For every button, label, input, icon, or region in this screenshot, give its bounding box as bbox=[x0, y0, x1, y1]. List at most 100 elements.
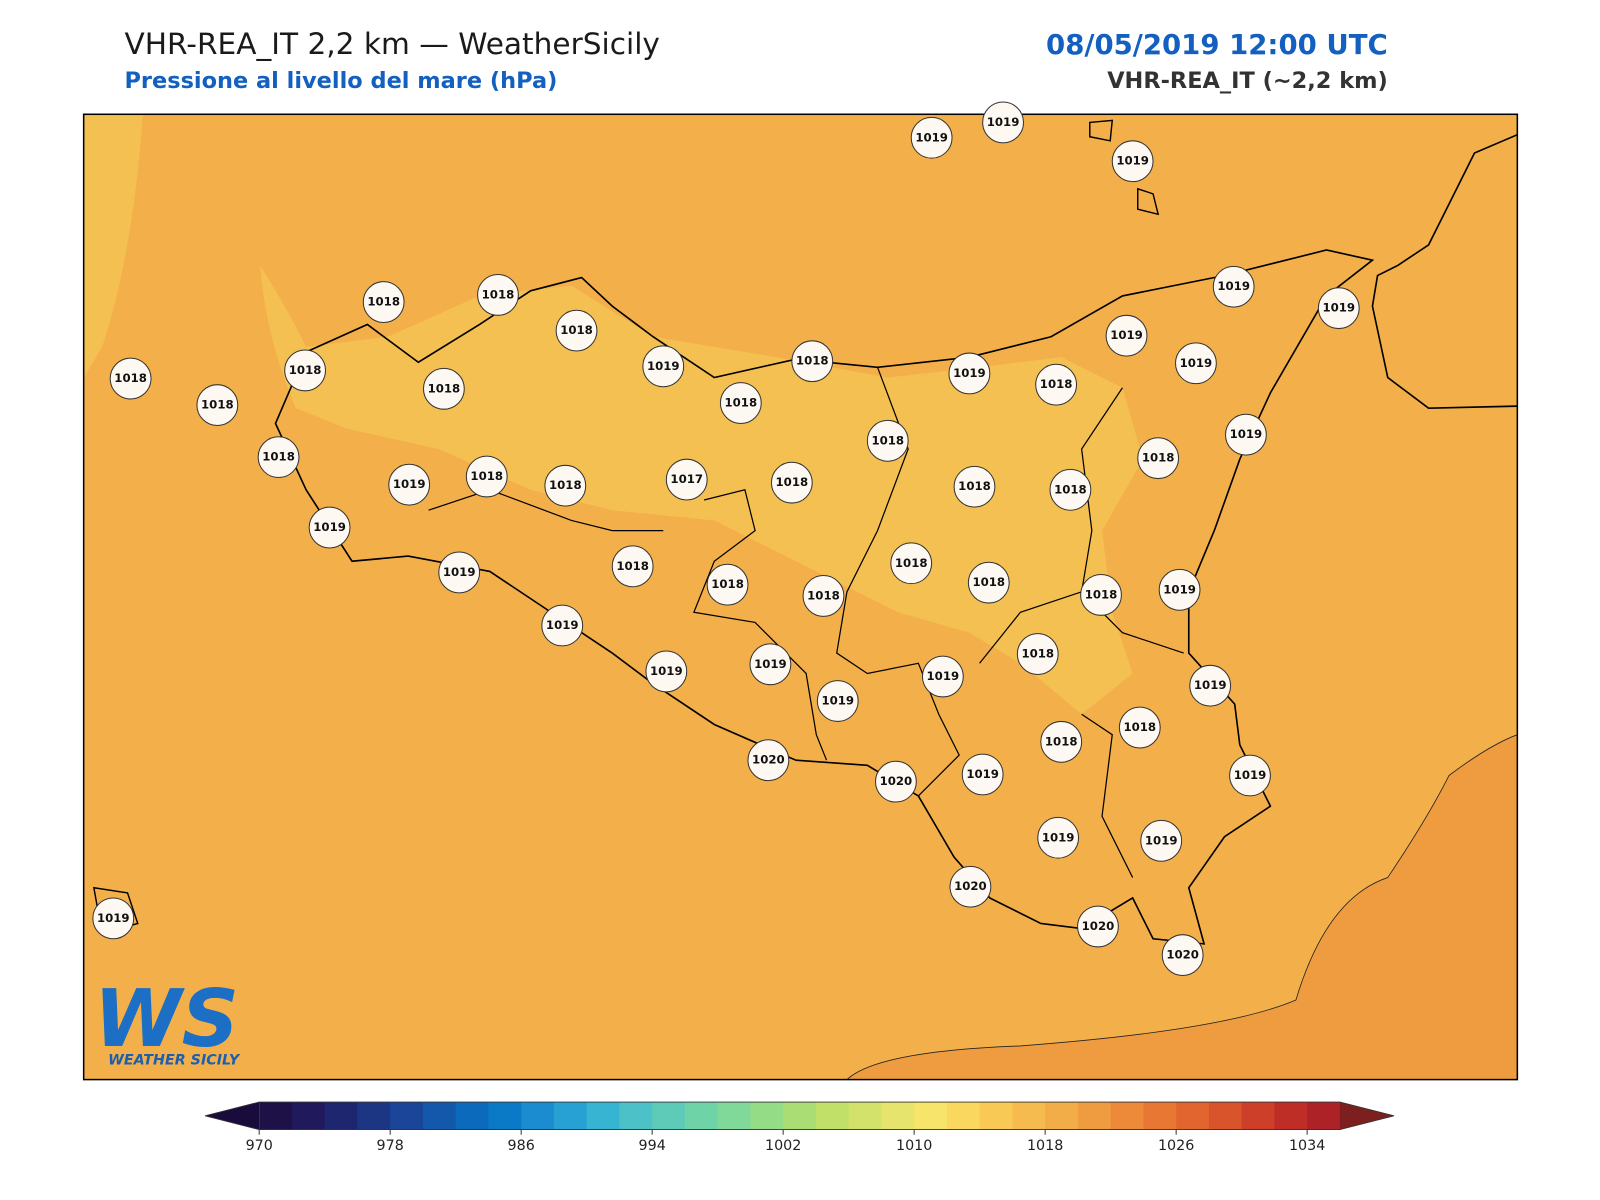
station: 1018 bbox=[967, 561, 1010, 604]
station: 1019 bbox=[308, 506, 351, 549]
station: 1019 bbox=[1229, 754, 1271, 797]
station: 1019 bbox=[1212, 265, 1255, 308]
station: 1019 bbox=[816, 680, 859, 722]
station-marker bbox=[961, 753, 1004, 796]
station-value: 1018 bbox=[796, 354, 829, 368]
station-value: 1018 bbox=[1054, 482, 1087, 496]
station-marker bbox=[1118, 706, 1161, 749]
station-marker bbox=[747, 739, 790, 782]
station-value: 1019 bbox=[927, 669, 960, 683]
station-value: 1018 bbox=[895, 556, 928, 570]
datetime: 08/05/2019 12:00 UTC bbox=[1046, 29, 1388, 61]
station-marker bbox=[1049, 468, 1092, 511]
colorbar-bin bbox=[1307, 1102, 1341, 1130]
station-value: 1019 bbox=[1217, 279, 1250, 293]
colorbar-tick-label: 1002 bbox=[765, 1138, 801, 1154]
station-marker bbox=[541, 604, 584, 647]
station-value: 1018 bbox=[289, 363, 322, 377]
station-marker bbox=[544, 464, 587, 507]
colorbar-bin bbox=[979, 1102, 1013, 1130]
station-value: 1019 bbox=[754, 657, 787, 671]
station: 1019 bbox=[1225, 413, 1267, 456]
station-value: 1018 bbox=[367, 295, 400, 309]
station-marker bbox=[953, 465, 996, 508]
station-value: 1018 bbox=[482, 287, 515, 301]
pressure-zone bbox=[846, 734, 1518, 1080]
colorbar-bin bbox=[717, 1102, 751, 1130]
station: 1018 bbox=[196, 384, 239, 427]
station-value: 1019 bbox=[1110, 328, 1143, 342]
colorbar-tick-label: 1026 bbox=[1158, 1138, 1194, 1154]
station-value: 1019 bbox=[987, 115, 1020, 129]
logo: WS WEATHER SICILY bbox=[94, 972, 241, 1068]
station: 1018 bbox=[1035, 363, 1078, 406]
station-value: 1019 bbox=[647, 359, 680, 373]
station: 1019 bbox=[921, 655, 964, 698]
station: 1020 bbox=[1161, 934, 1204, 977]
station: 1019 bbox=[961, 753, 1004, 796]
colorbar-tick-label: 1018 bbox=[1027, 1138, 1063, 1154]
station-value: 1019 bbox=[313, 520, 346, 534]
station: 1018 bbox=[953, 465, 996, 508]
station-marker bbox=[1158, 568, 1201, 611]
station-marker bbox=[611, 545, 654, 588]
station-value: 1018 bbox=[560, 323, 593, 337]
station-marker bbox=[1161, 934, 1204, 977]
station-value: 1019 bbox=[546, 618, 579, 632]
station-value: 1019 bbox=[1163, 582, 1196, 596]
station-marker bbox=[438, 551, 481, 594]
station-marker bbox=[791, 340, 834, 383]
station-value: 1019 bbox=[1145, 833, 1178, 847]
station-marker bbox=[257, 436, 300, 479]
station-marker bbox=[109, 357, 152, 400]
colorbar-bin bbox=[1208, 1102, 1243, 1130]
station-value: 1019 bbox=[1234, 768, 1267, 782]
station-marker bbox=[308, 506, 351, 549]
title: VHR-REA_IT 2,2 km — WeatherSicily bbox=[124, 27, 659, 61]
station: 1018 bbox=[555, 309, 598, 352]
colorbar-bin bbox=[783, 1102, 817, 1130]
station-marker bbox=[1105, 314, 1148, 357]
colorbar-bin bbox=[324, 1102, 358, 1130]
colorbar-bin bbox=[521, 1102, 555, 1130]
station-marker bbox=[1225, 413, 1267, 456]
colorbar-tick-label: 986 bbox=[508, 1138, 535, 1154]
station-marker bbox=[665, 458, 708, 501]
station-marker bbox=[706, 563, 749, 606]
station: 1019 bbox=[1158, 568, 1201, 611]
colorbar-bin bbox=[1143, 1102, 1177, 1130]
station: 1018 bbox=[706, 563, 749, 606]
station: 1018 bbox=[1040, 720, 1083, 763]
station: 1019 bbox=[1189, 664, 1232, 707]
station-marker bbox=[1317, 287, 1360, 330]
colorbar-bin bbox=[488, 1102, 522, 1130]
map-frame bbox=[82, 113, 1519, 1081]
station: 1019 bbox=[92, 897, 135, 940]
station-value: 1019 bbox=[915, 130, 948, 144]
colorbar-bin bbox=[259, 1102, 293, 1130]
station: 1018 bbox=[284, 349, 327, 392]
station-marker bbox=[1040, 720, 1083, 763]
station: 1018 bbox=[1080, 573, 1122, 616]
map-background bbox=[83, 114, 1518, 1080]
station-marker bbox=[910, 116, 953, 159]
station-value: 1018 bbox=[549, 478, 582, 492]
station-value: 1018 bbox=[262, 450, 295, 464]
station-value: 1019 bbox=[443, 565, 476, 579]
station: 1019 bbox=[1037, 816, 1080, 859]
station-marker bbox=[422, 367, 465, 410]
station-marker bbox=[1077, 905, 1119, 948]
station: 1018 bbox=[257, 436, 300, 479]
colorbar-tick-label: 1034 bbox=[1289, 1138, 1325, 1154]
station: 1018 bbox=[477, 273, 519, 316]
colorbar-bin bbox=[455, 1102, 489, 1130]
colorbar-bin bbox=[1274, 1102, 1308, 1130]
station-marker bbox=[770, 461, 813, 504]
station-marker bbox=[982, 101, 1024, 144]
station: 1018 bbox=[1016, 633, 1059, 675]
station-marker bbox=[1175, 342, 1217, 385]
colorbar-extend-min bbox=[205, 1102, 260, 1130]
station-marker bbox=[1229, 754, 1271, 797]
station: 1018 bbox=[890, 542, 933, 585]
station-value: 1020 bbox=[1166, 948, 1199, 962]
